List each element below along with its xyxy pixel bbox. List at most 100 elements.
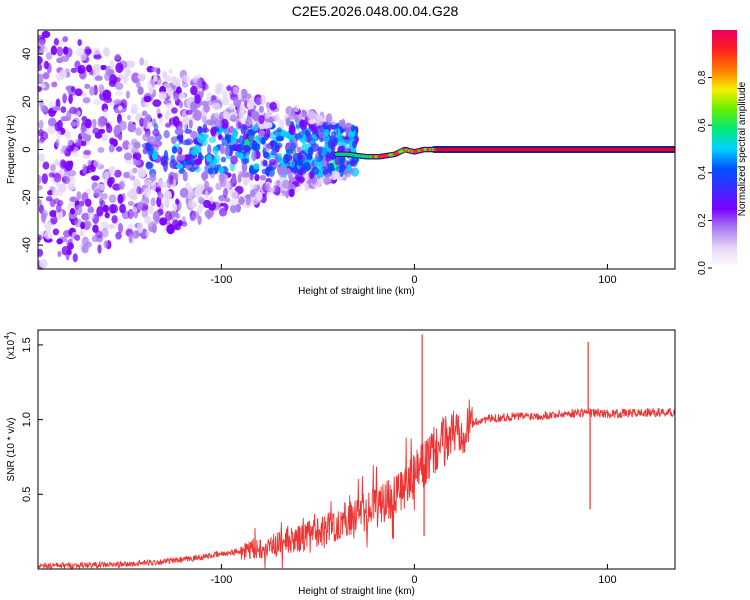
noise-blob [197,125,203,134]
noise-blob [137,201,144,211]
noise-blob [276,153,283,161]
noise-blob [132,167,138,174]
noise-blob [97,147,105,154]
noise-blob [335,165,344,173]
noise-blob [145,161,154,169]
noise-blob [55,72,65,81]
colorbar-ramp [712,30,737,268]
noise-blob [181,82,189,88]
noise-blob [108,194,117,203]
y-axis-label: Frequency (Hz) [6,115,17,184]
noise-blob [65,249,70,261]
noise-blob [153,123,159,131]
noise-blob [55,203,62,213]
noise-blob [87,206,95,214]
noise-blob [156,196,162,208]
noise-blob [297,153,303,161]
noise-blob [80,125,88,134]
noise-blob [119,203,126,214]
noise-blob [81,212,91,221]
noise-blob [167,89,173,98]
noise-blob [207,167,214,175]
noise-blob [246,129,256,137]
noise-blob [55,181,61,188]
noise-blob [177,154,186,161]
noise-blob [197,205,203,214]
noise-blob [68,238,73,247]
noise-blob [275,135,285,142]
noise-blob [137,167,147,179]
noise-blob [164,112,170,120]
noise-blob [263,151,270,159]
noise-blob [74,234,81,241]
y-tick-label: 40 [21,48,33,60]
noise-blob [84,118,92,129]
noise-blob [242,176,249,186]
noise-blob [67,169,77,177]
noise-blob [100,221,109,230]
y-tick-label: 1.5 [21,337,33,352]
noise-blob [93,54,102,60]
noise-blob [188,119,193,129]
noise-blob [204,190,209,200]
noise-blob [237,91,242,101]
noise-blob [197,215,202,226]
noise-blob [42,72,50,80]
noise-blob [55,130,62,140]
noise-blob [144,179,153,187]
noise-blob [197,196,205,205]
noise-blob [164,122,172,128]
noise-blob [114,53,121,61]
noise-blob [137,73,146,81]
noise-blob [204,84,209,90]
noise-blob [54,121,61,132]
noise-blob [151,66,158,73]
noise-blob [208,120,216,127]
noise-blob [115,146,123,152]
noise-blob [229,93,239,101]
noise-blob [171,146,178,154]
noise-blob [47,117,57,128]
noise-blob [145,229,151,238]
noise-blob [184,159,193,166]
noise-blob [70,67,78,73]
noise-blob [107,177,113,187]
noise-blob [255,96,263,106]
noise-blob [104,212,110,219]
x-tick-label: 100 [598,274,616,286]
noise-blob [38,174,42,185]
noise-blob [144,215,152,224]
noise-blob [304,182,310,192]
noise-blob [189,215,196,222]
noise-blob [196,183,206,193]
noise-blob [218,166,225,174]
noise-blob [108,144,115,153]
noise-blob [69,208,76,215]
noise-blob [276,127,283,133]
noise-blob [238,196,245,205]
noise-blob [97,244,102,254]
noise-blob [84,83,91,90]
noise-blob [74,60,81,70]
multiplier-base: (x10 [6,340,17,360]
noise-blob [98,128,106,134]
noise-blob [274,186,281,196]
noise-blob [164,197,170,209]
noise-blob [282,179,291,189]
noise-blob [169,159,178,170]
noise-blob [238,116,247,124]
noise-blob [123,171,131,179]
noise-blob [107,223,116,230]
noise-blob [142,101,150,108]
noise-blob [310,125,318,134]
noise-blob [207,144,212,156]
noise-blob [82,163,87,175]
noise-blob [68,94,73,104]
noise-blob [115,231,122,240]
noise-blob [193,109,202,121]
noise-blob [72,253,78,263]
noise-blob [225,181,231,190]
noise-blob [81,244,89,254]
noise-blob [114,82,124,90]
noise-blob [85,48,92,55]
